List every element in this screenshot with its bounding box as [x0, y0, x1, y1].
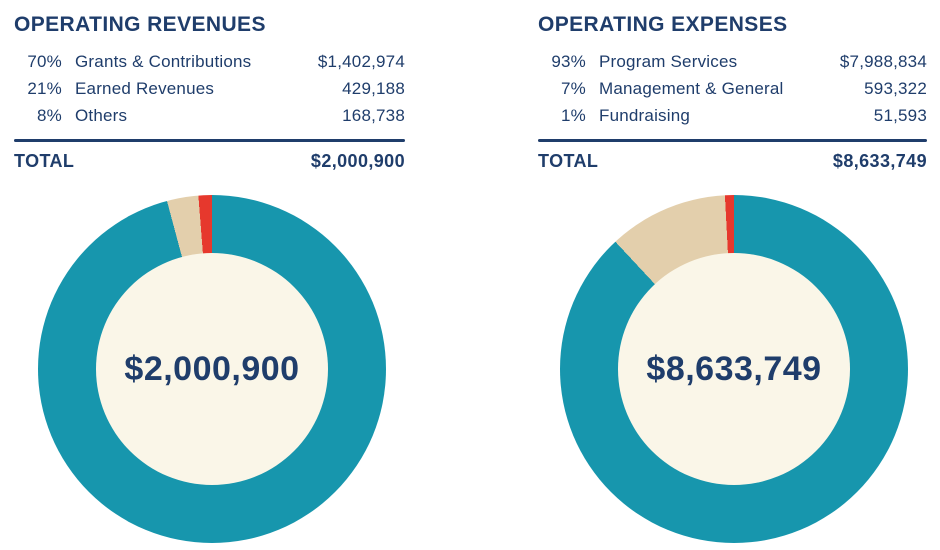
operating-revenues-panel: OPERATING REVENUES 70% Grants & Contribu… — [14, 0, 405, 172]
item-amount: 51,593 — [873, 105, 927, 125]
donut-center-total: $2,000,900 — [124, 349, 300, 388]
revenues-total-row: TOTAL $2,000,900 — [14, 151, 405, 172]
item-label: Others — [75, 105, 128, 125]
item-label: Fundraising — [599, 105, 691, 125]
expenses-title: OPERATING EXPENSES — [538, 13, 788, 36]
list-item: 21% Earned Revenues 429,188 — [14, 75, 405, 102]
list-item: 70% Grants & Contributions $1,402,974 — [14, 48, 405, 75]
donut-center: $2,000,900 — [96, 253, 328, 485]
total-amount: $2,000,900 — [310, 151, 405, 171]
divider — [14, 139, 405, 142]
list-item: 93% Program Services $7,988,834 — [538, 48, 927, 75]
donut-center-total: $8,633,749 — [646, 349, 822, 388]
expenses-breakdown-list: 93% Program Services $7,988,834 7% Manag… — [538, 48, 927, 129]
item-amount: 593,322 — [864, 78, 927, 98]
expenses-donut-chart: $8,633,749 — [560, 195, 908, 543]
expenses-total-row: TOTAL $8,633,749 — [538, 151, 927, 172]
revenues-title: OPERATING REVENUES — [14, 13, 266, 36]
item-percent: 70% — [27, 51, 62, 71]
list-item: 7% Management & General 593,322 — [538, 75, 927, 102]
item-amount: 429,188 — [342, 78, 405, 98]
item-amount: 168,738 — [342, 105, 405, 125]
total-label: TOTAL — [14, 151, 75, 171]
list-item: 8% Others 168,738 — [14, 102, 405, 129]
total-amount: $8,633,749 — [832, 151, 927, 171]
revenues-donut-chart: $2,000,900 — [38, 195, 386, 543]
list-item: 1% Fundraising 51,593 — [538, 102, 927, 129]
item-percent: 7% — [561, 78, 586, 98]
item-label: Management & General — [599, 78, 784, 98]
item-percent: 93% — [551, 51, 586, 71]
item-amount: $1,402,974 — [317, 51, 405, 71]
item-amount: $7,988,834 — [839, 51, 927, 71]
item-percent: 1% — [561, 105, 586, 125]
item-label: Grants & Contributions — [75, 51, 252, 71]
total-label: TOTAL — [538, 151, 599, 171]
item-label: Earned Revenues — [75, 78, 215, 98]
revenues-breakdown-list: 70% Grants & Contributions $1,402,974 21… — [14, 48, 405, 129]
item-percent: 21% — [27, 78, 62, 98]
item-label: Program Services — [599, 51, 738, 71]
operating-expenses-panel: OPERATING EXPENSES 93% Program Services … — [538, 0, 927, 172]
donut-center: $8,633,749 — [618, 253, 850, 485]
item-percent: 8% — [37, 105, 62, 125]
divider — [538, 139, 927, 142]
